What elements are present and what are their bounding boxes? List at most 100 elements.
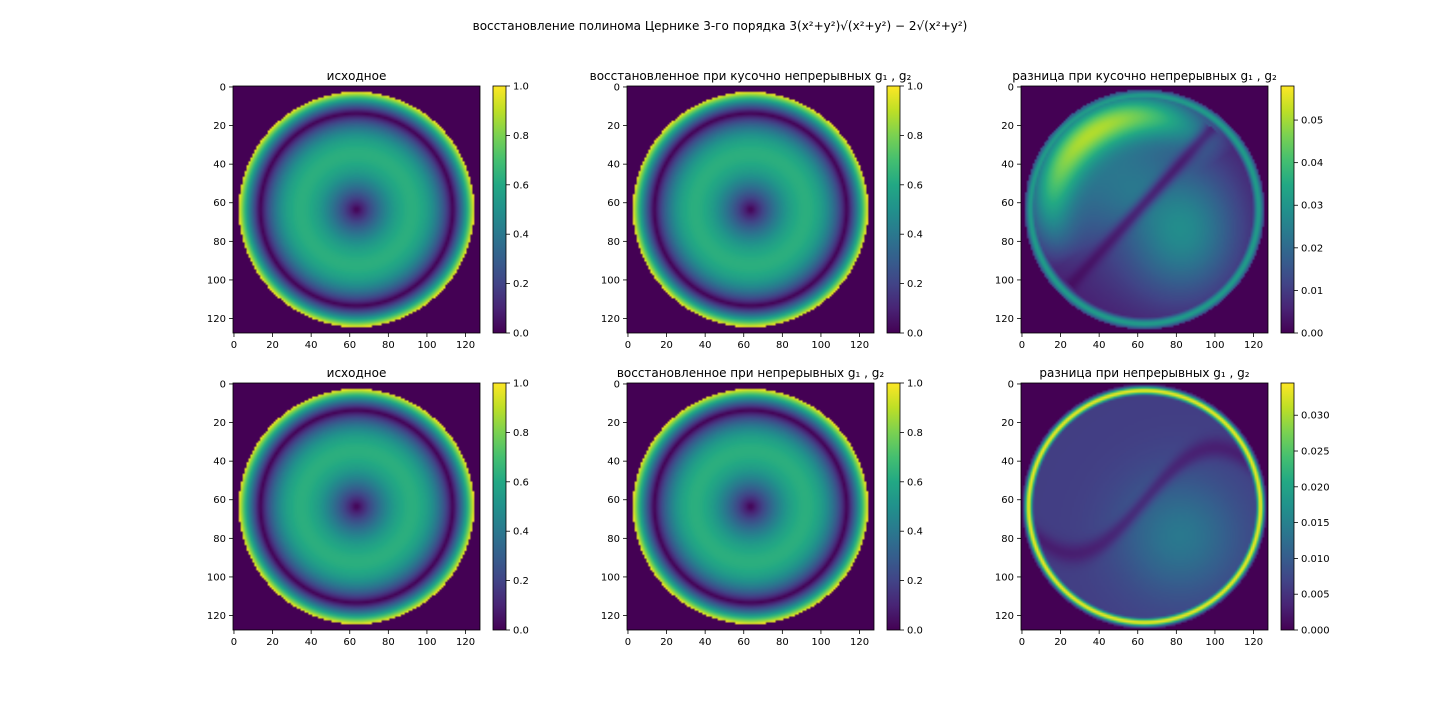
y-tick-label: 60 — [213, 495, 226, 506]
axes-frame — [626, 382, 875, 631]
x-tick-label: 80 — [1170, 340, 1183, 351]
colorbar — [1280, 382, 1295, 631]
x-tick-label: 100 — [811, 340, 830, 351]
y-tick-label: 20 — [1001, 121, 1014, 132]
y-tick-label: 60 — [1001, 495, 1014, 506]
y-tick-label: 100 — [601, 275, 620, 286]
subplot-3: разница при кусочно непрерывных g₁ , g₂ 0… — [995, 69, 1323, 351]
x-tick-label: 120 — [850, 340, 869, 351]
y-tick-label: 40 — [213, 160, 226, 171]
x-tick-label: 40 — [1093, 340, 1106, 351]
x-tick-label: 40 — [305, 340, 318, 351]
colorbar-tick-label: 0.6 — [907, 477, 923, 488]
colorbar-tick-label: 1.0 — [513, 379, 529, 390]
y-tick-label: 100 — [995, 275, 1014, 286]
colorbar — [886, 382, 901, 631]
x-tick-label: 80 — [1170, 637, 1183, 648]
colorbar-tick-label: 0.6 — [907, 180, 923, 191]
x-tick-label: 40 — [699, 340, 712, 351]
x-tick-label: 20 — [660, 637, 673, 648]
y-tick-label: 80 — [607, 534, 620, 545]
colorbar-tick-label: 0.05 — [1301, 116, 1323, 127]
x-tick-label: 100 — [811, 637, 830, 648]
subplot-6: разница при непрерывных g₁ , g₂ 0 20 40 60 80… — [995, 366, 1330, 648]
y-tick-label: 120 — [601, 314, 620, 325]
colorbar-tick-label: 0.2 — [513, 576, 529, 587]
y-tick-label: 80 — [1001, 237, 1014, 248]
colorbar — [1280, 85, 1295, 334]
colorbar-tick-label: 0.020 — [1301, 482, 1330, 493]
y-tick-label: 80 — [213, 237, 226, 248]
colorbar-tick-label: 0.4 — [907, 527, 923, 538]
y-tick-label: 60 — [213, 198, 226, 209]
x-tick-label: 100 — [1205, 340, 1224, 351]
subplot-title: исходное — [327, 69, 387, 83]
y-tick-label: 60 — [607, 495, 620, 506]
axes-frame — [1020, 85, 1269, 334]
x-tick-label: 20 — [1054, 340, 1067, 351]
figure-title: восстановление полинома Цернике 3-го пор… — [473, 19, 968, 33]
colorbar-tick-label: 0.000 — [1301, 626, 1330, 637]
y-tick-label: 40 — [1001, 457, 1014, 468]
y-tick-label: 120 — [207, 611, 226, 622]
colorbar-tick-label: 0.0 — [513, 329, 529, 340]
y-tick-label: 40 — [1001, 160, 1014, 171]
x-tick-label: 40 — [1093, 637, 1106, 648]
x-tick-label: 40 — [305, 637, 318, 648]
x-tick-label: 60 — [1131, 637, 1144, 648]
colorbar-tick-label: 0.0 — [907, 626, 923, 637]
y-tick-label: 40 — [213, 457, 226, 468]
y-tick-label: 0 — [614, 82, 620, 93]
x-tick-label: 60 — [343, 637, 356, 648]
colorbar-tick-label: 0.015 — [1301, 518, 1330, 529]
colorbar-tick-label: 0.8 — [907, 428, 923, 439]
colorbar-tick-label: 0.0 — [513, 626, 529, 637]
colorbar-tick-label: 0.02 — [1301, 243, 1323, 254]
axes-frame — [232, 85, 481, 334]
y-tick-label: 20 — [1001, 418, 1014, 429]
y-tick-label: 20 — [213, 121, 226, 132]
x-tick-label: 60 — [343, 340, 356, 351]
colorbar-tick-label: 0.0 — [907, 329, 923, 340]
colorbar-tick-label: 1.0 — [907, 82, 923, 93]
y-tick-label: 120 — [995, 314, 1014, 325]
x-tick-label: 60 — [737, 340, 750, 351]
colorbar — [492, 85, 507, 334]
colorbar-tick-label: 0.2 — [513, 279, 529, 290]
x-tick-label: 20 — [266, 637, 279, 648]
y-tick-label: 0 — [614, 379, 620, 390]
x-tick-label: 20 — [660, 340, 673, 351]
x-tick-label: 20 — [1054, 637, 1067, 648]
y-tick-label: 40 — [607, 160, 620, 171]
colorbar-tick-label: 1.0 — [513, 82, 529, 93]
y-tick-label: 100 — [207, 275, 226, 286]
y-tick-label: 120 — [995, 611, 1014, 622]
colorbar-tick-label: 0.03 — [1301, 201, 1323, 212]
colorbar-tick-label: 0.8 — [907, 131, 923, 142]
x-tick-label: 80 — [382, 340, 395, 351]
y-tick-label: 60 — [1001, 198, 1014, 209]
y-tick-label: 40 — [607, 457, 620, 468]
colorbar-tick-label: 0.030 — [1301, 411, 1330, 422]
y-tick-label: 0 — [220, 379, 226, 390]
subplot-title: разница при кусочно непрерывных g₁ , g₂ — [1012, 69, 1277, 83]
y-tick-label: 120 — [601, 611, 620, 622]
y-tick-label: 20 — [607, 418, 620, 429]
y-tick-label: 100 — [601, 572, 620, 583]
y-tick-label: 0 — [1008, 379, 1014, 390]
x-tick-label: 0 — [1019, 340, 1025, 351]
subplot-title: разница при непрерывных g₁ , g₂ — [1039, 366, 1249, 380]
subplot-title: исходное — [327, 366, 387, 380]
y-tick-label: 80 — [213, 534, 226, 545]
colorbar-tick-label: 0.6 — [513, 477, 529, 488]
colorbar-tick-label: 0.04 — [1301, 158, 1323, 169]
x-tick-label: 120 — [1244, 637, 1263, 648]
colorbar-tick-label: 0.2 — [907, 279, 923, 290]
colorbar-tick-label: 0.00 — [1301, 329, 1323, 340]
heatmap-image — [233, 383, 480, 630]
x-tick-label: 0 — [1019, 637, 1025, 648]
x-tick-label: 40 — [699, 637, 712, 648]
heatmap-image — [627, 383, 874, 630]
y-tick-label: 120 — [207, 314, 226, 325]
subplot-title: восстановленное при непрерывных g₁ , g₂ — [617, 366, 885, 380]
